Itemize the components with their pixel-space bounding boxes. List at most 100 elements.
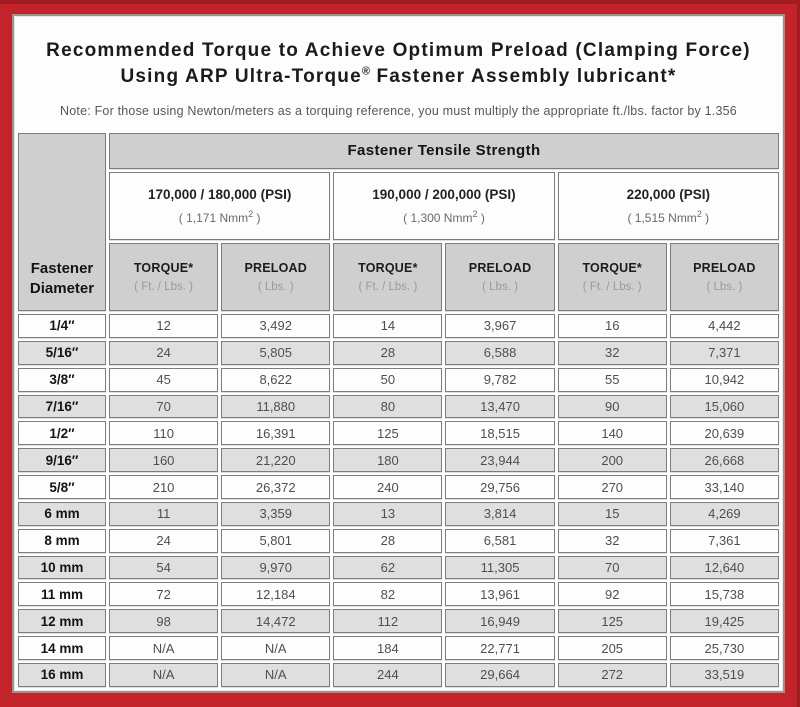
- torque-value-cell: 14: [333, 314, 443, 338]
- psi-group-header-2: 190,000 / 200,000 (PSI) ( 1,300 Nmm2 ): [333, 171, 555, 240]
- content-panel: Recommended Torque to Achieve Optimum Pr…: [12, 14, 785, 693]
- torque-value-cell: 55: [557, 367, 667, 392]
- tensile-header-row: Fastener Diameter Fastener Tensile Stren…: [18, 133, 779, 312]
- nmm-text-3: ( 1,515 Nmm: [627, 210, 697, 225]
- preload-value-cell: 11,305: [445, 555, 555, 580]
- torque-column-header-2: TORQUE* ( Ft. / Lbs. ): [333, 242, 443, 312]
- torque-value-cell: 11: [109, 501, 219, 526]
- subtitle-text-post: Fastener Assembly lubricant*: [369, 65, 677, 87]
- preload-value-cell: 15,060: [669, 394, 779, 419]
- torque-value-cell: 140: [557, 421, 667, 446]
- preload-value-cell: 16,949: [445, 609, 555, 634]
- nmm-rating-2: ( 1,300 Nmm2 ): [334, 209, 553, 225]
- preload-value-cell: 25,730: [669, 636, 779, 660]
- fastener-diameter-cell: 10 mm: [18, 555, 106, 580]
- table-row: 7/16″ 70 11,880 80 13,470 90 15,060: [18, 394, 779, 419]
- fastener-diameter-cell: 16 mm: [18, 662, 106, 687]
- torque-value-cell: 98: [109, 609, 219, 634]
- torque-value-cell: 32: [557, 528, 667, 553]
- preload-value-cell: 29,664: [445, 662, 555, 687]
- torque-unit-2: ( Ft. / Lbs. ): [358, 280, 418, 293]
- preload-value-cell: 18,515: [445, 421, 555, 446]
- page-subtitle: Using ARP Ultra-Torque® Fastener Assembl…: [14, 64, 783, 90]
- torque-value-cell: 16: [557, 314, 667, 338]
- preload-value-cell: 13,961: [445, 582, 555, 607]
- preload-value-cell: 29,756: [445, 475, 555, 499]
- preload-value-cell: 4,442: [669, 314, 779, 338]
- torque-value-cell: 110: [109, 421, 219, 446]
- preload-column-header-1: PRELOAD ( Lbs. ): [221, 242, 331, 312]
- fastener-diameter-cell: 1/2″: [18, 421, 106, 446]
- column-header-row: TORQUE* ( Ft. / Lbs. ) PRELOAD ( Lbs. ) …: [18, 242, 779, 312]
- table-row: 5/16″ 24 5,805 28 6,588 32 7,371: [18, 340, 779, 365]
- fastener-diameter-header-line2: Diameter: [29, 279, 95, 297]
- preload-value-cell: 23,944: [445, 448, 555, 473]
- preload-value-cell: 33,519: [669, 662, 779, 687]
- nmm-close-3: ): [701, 210, 710, 225]
- preload-column-header-3: PRELOAD ( Lbs. ): [669, 242, 779, 312]
- torque-value-cell: 125: [333, 421, 443, 446]
- preload-value-cell: N/A: [221, 636, 331, 660]
- torque-value-cell: 180: [333, 448, 443, 473]
- preload-value-cell: 22,771: [445, 636, 555, 660]
- torque-value-cell: 160: [109, 448, 219, 473]
- table-row: 12 mm 98 14,472 112 16,949 125 19,425: [18, 609, 779, 634]
- preload-label-1: PRELOAD: [244, 260, 307, 275]
- preload-value-cell: 13,470: [445, 394, 555, 419]
- fastener-diameter-cell: 5/16″: [18, 340, 106, 365]
- torque-value-cell: 28: [333, 340, 443, 365]
- torque-value-cell: 28: [333, 528, 443, 553]
- torque-value-cell: 45: [109, 367, 219, 392]
- table-wrap: Fastener Diameter Fastener Tensile Stren…: [14, 130, 783, 691]
- torque-value-cell: 184: [333, 636, 443, 660]
- torque-value-cell: 272: [557, 662, 667, 687]
- torque-value-cell: 62: [333, 555, 443, 580]
- preload-value-cell: 16,391: [221, 421, 331, 446]
- nmm-text-1: ( 1,171 Nmm: [178, 210, 249, 225]
- nmm-rating-3: ( 1,515 Nmm2 ): [559, 209, 778, 225]
- preload-value-cell: 19,425: [669, 609, 779, 634]
- torque-value-cell: 70: [557, 555, 667, 580]
- preload-value-cell: 9,782: [445, 367, 555, 392]
- fastener-diameter-cell: 7/16″: [18, 394, 106, 419]
- torque-value-cell: 240: [333, 475, 443, 499]
- note-text: Note: For those using Newton/meters as a…: [60, 104, 737, 119]
- psi-header-row: 170,000 / 180,000 (PSI) ( 1,171 Nmm2 ) 1…: [18, 171, 779, 240]
- preload-label-2: PRELOAD: [468, 260, 532, 275]
- torque-value-cell: 125: [557, 609, 667, 634]
- nmm-text-2: ( 1,300 Nmm: [403, 210, 473, 225]
- preload-value-cell: 4,269: [669, 501, 779, 526]
- torque-value-cell: 244: [333, 662, 443, 687]
- preload-column-header-2: PRELOAD ( Lbs. ): [445, 242, 555, 312]
- preload-value-cell: 3,814: [445, 501, 555, 526]
- nmm-exponent-3: 2: [696, 208, 702, 219]
- torque-value-cell: 112: [333, 609, 443, 634]
- table-row: 10 mm 54 9,970 62 11,305 70 12,640: [18, 555, 779, 580]
- torque-value-cell: 205: [557, 636, 667, 660]
- fastener-diameter-cell: 1/4″: [18, 314, 106, 338]
- table-row: 11 mm 72 12,184 82 13,961 92 15,738: [18, 582, 779, 607]
- torque-column-header-3: TORQUE* ( Ft. / Lbs. ): [557, 242, 667, 312]
- preload-value-cell: 5,805: [221, 340, 331, 365]
- preload-value-cell: 26,668: [669, 448, 779, 473]
- table-row: 3/8″ 45 8,622 50 9,782 55 10,942: [18, 367, 779, 392]
- nmm-close-1: ): [253, 210, 261, 225]
- torque-value-cell: 32: [557, 340, 667, 365]
- preload-value-cell: 26,372: [221, 475, 331, 499]
- torque-value-cell: 270: [557, 475, 667, 499]
- fastener-diameter-cell: 12 mm: [18, 609, 106, 634]
- fastener-diameter-cell: 11 mm: [18, 582, 106, 607]
- torque-table: Fastener Diameter Fastener Tensile Stren…: [15, 130, 782, 690]
- registered-trademark-symbol: ®: [361, 65, 370, 78]
- page-title: Recommended Torque to Achieve Optimum Pr…: [46, 40, 751, 61]
- fastener-diameter-header-line1: Fastener: [30, 260, 94, 278]
- psi-rating-2: 190,000 / 200,000 (PSI): [372, 186, 516, 202]
- nmm-exponent-1: 2: [248, 208, 254, 219]
- preload-value-cell: 6,581: [445, 528, 555, 553]
- table-row: 9/16″ 160 21,220 180 23,944 200 26,668: [18, 448, 779, 473]
- fastener-diameter-cell: 14 mm: [18, 636, 106, 660]
- fastener-diameter-cell: 5/8″: [18, 475, 106, 499]
- tensile-strength-header: Fastener Tensile Strength: [109, 133, 779, 169]
- preload-value-cell: 6,588: [445, 340, 555, 365]
